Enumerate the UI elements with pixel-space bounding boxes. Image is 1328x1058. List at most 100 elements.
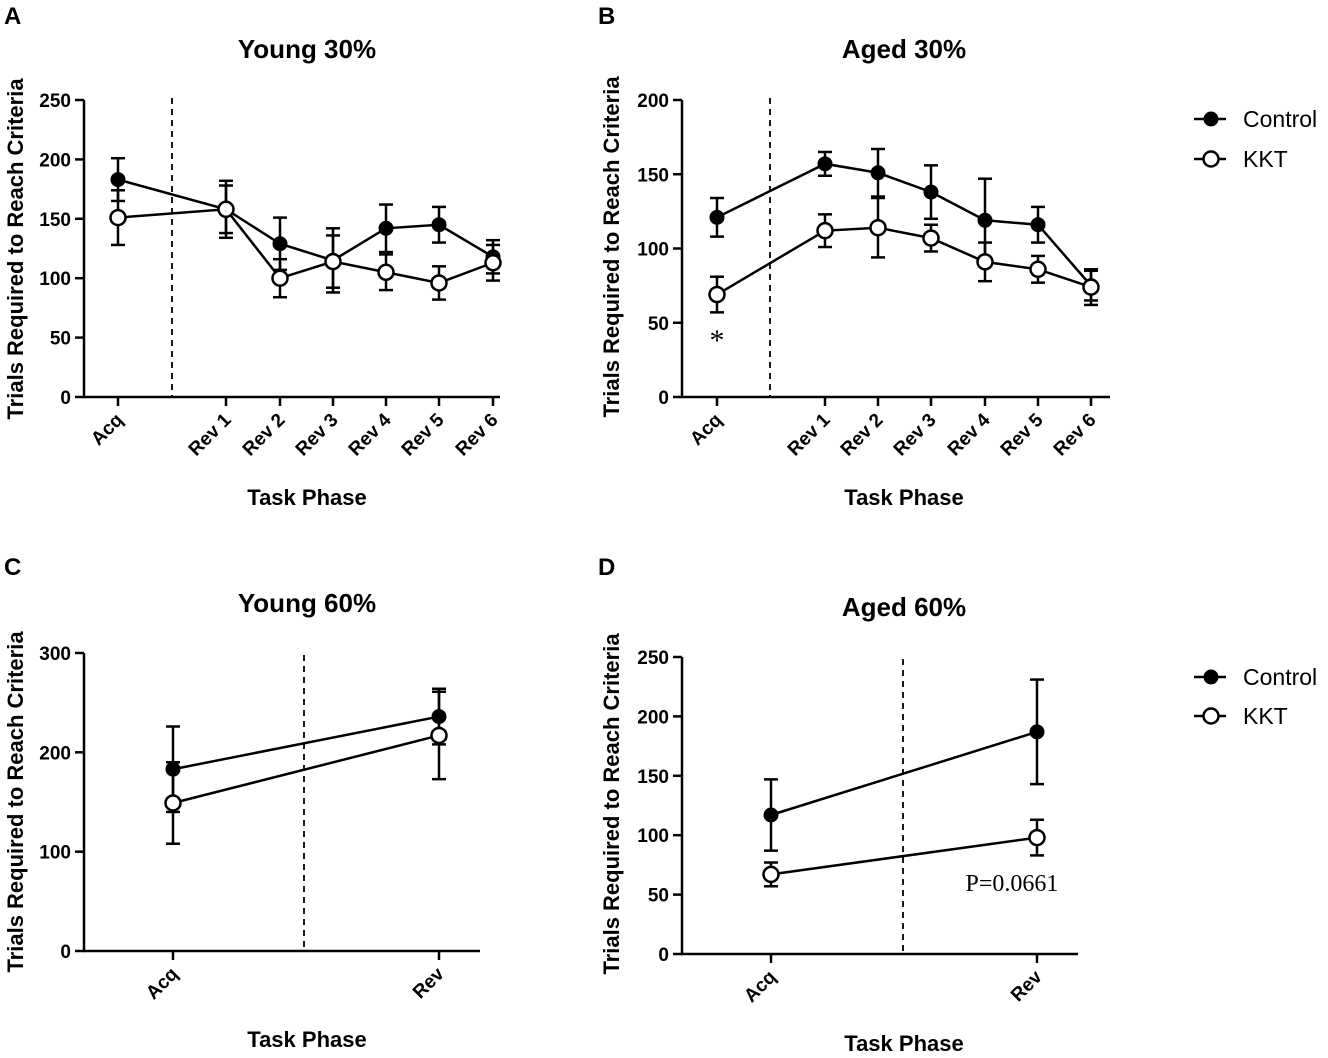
data-point-control	[110, 172, 126, 188]
legend-item-control: Control	[1194, 106, 1317, 132]
panel-c: C Young 60% Trials Required to Reach Cri…	[3, 554, 480, 1052]
x-tick-label: Rev 5	[997, 409, 1048, 460]
data-point-kkt	[762, 865, 780, 884]
series-line-kkt	[172, 734, 440, 805]
y-axis-label-b: Trials Required to Reach Criteria	[599, 76, 624, 418]
data-point-kkt	[217, 200, 235, 219]
x-tick-label: Acq	[740, 967, 780, 1007]
x-tick-label: Rev 3	[890, 410, 941, 461]
legend-label-control: Control	[1243, 106, 1317, 132]
data-point-kkt	[816, 221, 834, 240]
legend-bottom: Control KKT	[1194, 664, 1317, 729]
y-axis-label-a: Trials Required to Reach Criteria	[3, 78, 28, 420]
x-axis-label-d: Task Phase	[844, 1031, 963, 1056]
data-point-control	[923, 184, 939, 200]
data-point-kkt	[271, 269, 289, 287]
panel-a: A Young 30% Trials Required to Reach Cri…	[3, 3, 503, 510]
data-point-control	[272, 236, 288, 252]
y-tick-label: 50	[648, 314, 669, 335]
chart-title-b: Aged 30%	[842, 34, 966, 64]
data-point-kkt	[430, 274, 448, 292]
x-tick-label: Rev 6	[452, 410, 503, 461]
x-tick-label: Rev 3	[292, 410, 343, 461]
y-tick-label: 0	[60, 388, 71, 409]
y-tick-label: 0	[60, 942, 71, 963]
data-point-kkt	[976, 253, 994, 271]
data-point-kkt	[164, 794, 182, 812]
y-tick-label: 200	[637, 91, 669, 112]
x-tick-label: Rev	[409, 963, 449, 1003]
data-point-kkt	[430, 726, 448, 745]
series-line-control	[770, 730, 1038, 817]
y-tick-label: 100	[39, 269, 71, 290]
y-axis-label-d: Trials Required to Reach Criteria	[599, 633, 624, 975]
x-tick-label: Acq	[142, 964, 182, 1004]
panel-letter-a: A	[4, 3, 21, 30]
data-point-kkt	[708, 285, 726, 304]
legend-item-kkt: KKT	[1194, 146, 1288, 172]
legend-label-control: Control	[1243, 664, 1317, 690]
panel-letter-b: B	[598, 3, 615, 30]
x-tick-label: Rev 1	[784, 409, 835, 460]
data-point-control	[763, 807, 779, 823]
y-tick-label: 0	[658, 388, 669, 409]
open-circle-marker-icon	[1202, 150, 1220, 168]
x-tick-label: Rev 6	[1050, 410, 1101, 461]
data-point-kkt	[869, 218, 887, 237]
data-point-kkt	[1029, 260, 1047, 279]
data-point-kkt	[377, 263, 395, 282]
x-tick-label: Rev 2	[837, 410, 888, 461]
y-tick-label: 150	[637, 767, 669, 788]
y-tick-label: 50	[50, 329, 71, 350]
x-axis-label-a: Task Phase	[247, 485, 366, 510]
series-line-control	[172, 715, 440, 771]
y-tick-label: 150	[39, 210, 71, 231]
y-tick-label: 300	[39, 644, 71, 665]
data-point-kkt	[922, 229, 940, 247]
data-point-control	[709, 209, 725, 225]
panel-letter-d: D	[598, 554, 615, 581]
y-tick-label: 250	[39, 91, 71, 112]
y-tick-label: 200	[637, 707, 669, 728]
panel-letter-c: C	[4, 554, 21, 581]
significance-star: *	[710, 324, 725, 357]
x-axis-label-c: Task Phase	[247, 1027, 366, 1052]
p-value-annotation: P=0.0661	[966, 871, 1059, 897]
data-point-kkt	[1028, 828, 1046, 847]
legend-label-kkt: KKT	[1243, 146, 1288, 172]
y-tick-label: 250	[637, 648, 669, 669]
data-point-control	[817, 156, 833, 172]
data-point-kkt	[324, 252, 342, 271]
chart-title-d: Aged 60%	[842, 592, 966, 622]
data-point-kkt	[1082, 278, 1100, 296]
chart-title-a: Young 30%	[238, 34, 376, 64]
legend-label-kkt: KKT	[1243, 703, 1288, 729]
data-point-control	[977, 212, 993, 228]
y-tick-label: 100	[39, 843, 71, 864]
y-tick-label: 150	[637, 165, 669, 186]
data-point-control	[378, 220, 394, 236]
x-tick-label: Rev 5	[398, 409, 449, 460]
open-circle-marker-icon	[1202, 707, 1220, 725]
x-tick-label: Rev 4	[944, 409, 995, 460]
x-tick-label: Rev 1	[185, 409, 236, 460]
data-point-control	[431, 217, 447, 233]
data-point-kkt	[109, 208, 127, 227]
y-tick-label: 200	[39, 150, 71, 171]
filled-circle-marker-icon	[1203, 111, 1219, 127]
data-point-control	[1030, 217, 1046, 233]
chart-title-c: Young 60%	[238, 588, 376, 618]
y-tick-label: 100	[637, 826, 669, 847]
panel-d: D Aged 60% Trials Required to Reach Crit…	[598, 554, 1078, 1056]
x-tick-label: Rev	[1007, 966, 1047, 1006]
y-tick-label: 100	[637, 240, 669, 261]
legend-item-kkt: KKT	[1194, 703, 1288, 729]
y-tick-label: 200	[39, 743, 71, 764]
data-point-control	[1029, 724, 1045, 740]
y-tick-label: 0	[658, 945, 669, 966]
y-tick-label: 50	[648, 886, 669, 907]
legend-top: Control KKT	[1194, 106, 1317, 172]
filled-circle-marker-icon	[1203, 669, 1219, 685]
legend-item-control: Control	[1194, 664, 1317, 690]
